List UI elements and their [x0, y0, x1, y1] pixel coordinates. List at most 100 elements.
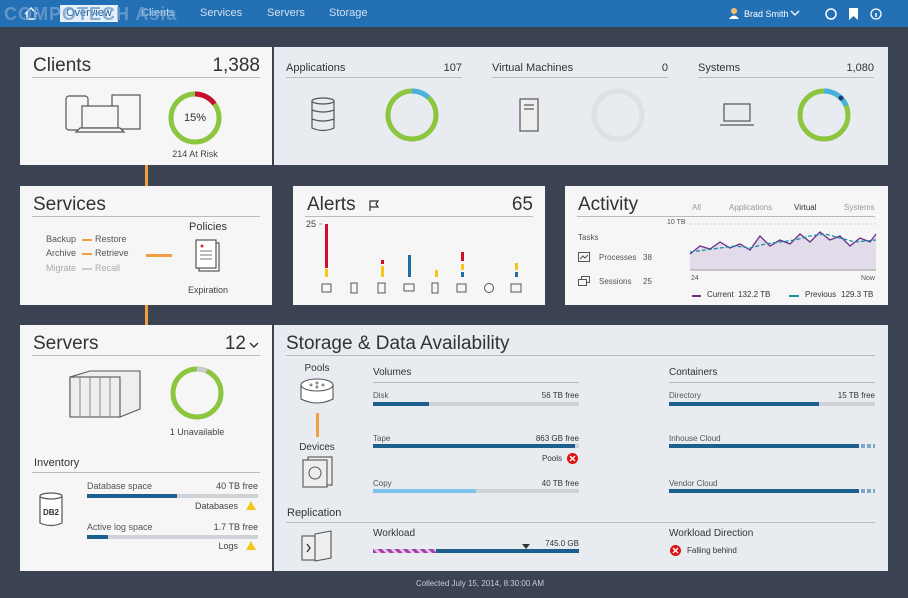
database-icon — [311, 97, 335, 132]
divider — [577, 216, 875, 217]
activity-panel[interactable]: Activity All Applications Virtual System… — [565, 186, 888, 305]
nav-item[interactable]: Clients — [141, 7, 175, 19]
x-tick-label: Now — [860, 275, 875, 282]
servers-panel[interactable]: Servers 12 1 Unavailable Inventory DB2 D… — [20, 325, 272, 571]
db2-label: DB2 — [42, 508, 59, 517]
services-panel[interactable]: Services Backup Restore Archive Retrieve… — [20, 186, 272, 305]
session-icon — [578, 276, 590, 286]
nav-item[interactable]: Servers — [267, 7, 305, 19]
usage-bar — [87, 494, 258, 498]
container-label: Inhouse Cloud — [669, 434, 721, 443]
panel-title: Activity — [578, 194, 639, 215]
home-icon[interactable] — [24, 6, 38, 20]
container-label: Directory — [669, 391, 702, 400]
volume-label: Copy — [373, 479, 392, 488]
panel-title: Alerts — [307, 194, 356, 215]
help-icon[interactable] — [870, 8, 882, 20]
watermark: COMPOTECH Asia — [4, 4, 178, 24]
gauge-arc — [168, 91, 222, 145]
service-label: Backup — [45, 234, 76, 244]
task-label: Sessions — [599, 277, 632, 286]
clients-icon — [65, 94, 141, 133]
legend-label: Previous — [805, 290, 837, 299]
divider — [305, 216, 533, 217]
legend-value: 132.2 TB — [738, 290, 771, 299]
gauge — [385, 88, 439, 142]
usage-bar — [373, 444, 579, 448]
legend-swatch — [789, 295, 799, 297]
divider — [373, 382, 579, 383]
task-value: 25 — [643, 277, 652, 286]
db2-icon — [39, 492, 63, 527]
activity-chart — [689, 223, 877, 271]
tab[interactable]: Virtual — [794, 203, 817, 212]
summary-count: 0 — [661, 62, 668, 74]
usage-fill — [669, 402, 819, 406]
volume-label: Tape — [373, 434, 391, 443]
bookmark-icon[interactable] — [849, 8, 858, 20]
dash — [82, 253, 92, 255]
item-link[interactable]: Logs — [218, 541, 238, 551]
user-chevron[interactable] — [790, 10, 800, 17]
workload-bar — [436, 549, 579, 553]
flag-icon — [369, 200, 380, 211]
gauge — [797, 88, 851, 142]
usage-fill — [373, 444, 575, 448]
divider — [32, 355, 260, 356]
workload-value: 745.0 GB — [545, 539, 579, 548]
task-value: 38 — [643, 253, 652, 262]
service-label: Retrieve — [95, 248, 129, 258]
divider — [286, 77, 462, 78]
item-free: 1.7 TB free — [213, 522, 258, 532]
nav-item[interactable]: Storage — [329, 7, 368, 19]
connector — [316, 413, 319, 437]
divider — [32, 77, 260, 78]
nav-item[interactable]: Services — [200, 7, 243, 19]
connector — [145, 165, 148, 186]
tab[interactable]: Applications — [729, 203, 773, 212]
section-title: Inventory — [34, 457, 80, 469]
panel-title: Storage & Data Availability — [286, 333, 510, 354]
usage-fill — [373, 489, 476, 493]
expiration-label: Expiration — [187, 285, 229, 295]
at-risk[interactable]: 214 At Risk — [172, 149, 218, 159]
panel-count: 65 — [511, 194, 533, 215]
devices-icon — [302, 456, 333, 488]
pools-label: Pools — [304, 363, 330, 374]
usage-bar — [669, 402, 875, 406]
alerts-panel[interactable]: Alerts 65 25 — [293, 186, 545, 305]
y-tick-label: 10 TB — [667, 219, 686, 226]
y-tick-label: 25 — [306, 219, 317, 229]
usage-fill — [87, 535, 108, 539]
item-link[interactable]: Databases — [194, 501, 238, 511]
legend-label: Current — [707, 290, 734, 299]
divider — [698, 77, 874, 78]
gauge — [168, 91, 222, 145]
chevron[interactable] — [249, 342, 259, 349]
clients-panel[interactable]: Clients 1,388 15% 214 At Risk — [20, 47, 272, 165]
volume-note[interactable]: Pools — [541, 454, 562, 463]
pools-icon — [300, 378, 334, 404]
storage-panel[interactable]: Storage & Data Availability Pools Device… — [274, 325, 888, 571]
error-icon — [567, 453, 578, 464]
user-name[interactable]: Brad Smith — [744, 9, 789, 19]
top-bar — [0, 0, 908, 27]
panel-title: Services — [33, 194, 106, 215]
tab[interactable]: All — [692, 203, 701, 212]
warning-icon — [246, 501, 256, 510]
summary-title[interactable]: Systems — [698, 62, 741, 74]
laptop-icon — [720, 103, 754, 126]
summary-panel: Applications 107 Virtual Machines 0 Syst… — [274, 47, 888, 165]
globe-icon[interactable] — [825, 8, 837, 20]
unavailable[interactable]: 1 Unavailable — [169, 427, 225, 437]
gauge — [591, 88, 645, 142]
tab[interactable]: Systems — [844, 203, 875, 212]
divider — [286, 522, 875, 523]
summary-title[interactable]: Virtual Machines — [492, 62, 574, 74]
item-label: Database space — [87, 481, 153, 491]
nav-item[interactable]: Overview — [66, 7, 112, 19]
panel-count: 12 — [224, 333, 246, 354]
usage-fill — [373, 402, 429, 406]
summary-title[interactable]: Applications — [286, 62, 346, 74]
